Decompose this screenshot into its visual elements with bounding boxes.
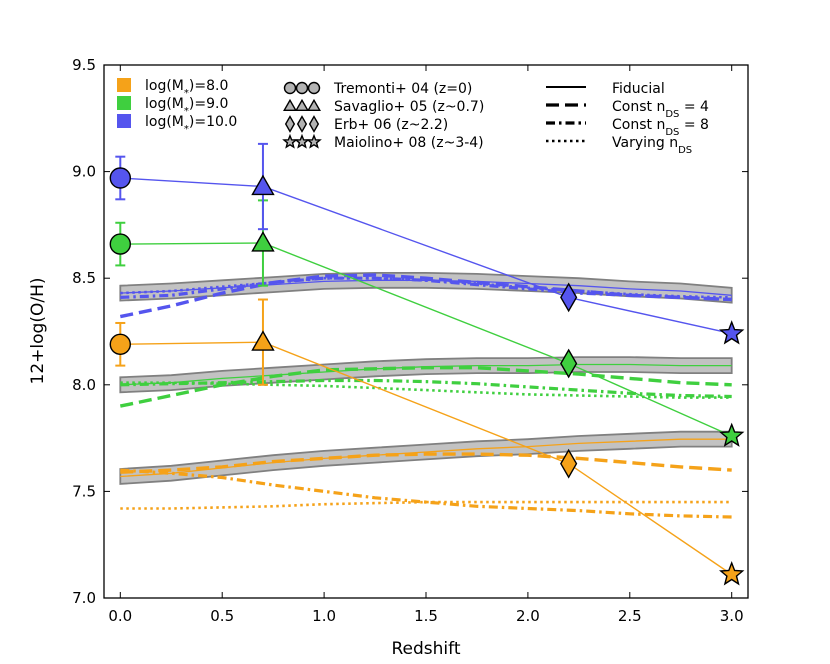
data-point-star-2 (719, 320, 745, 345)
plot-area (109, 142, 745, 586)
legend-label-obs-1: Savaglio+ 05 (z~0.7) (334, 99, 484, 115)
legend-label-model-2-suffix: = 8 (679, 117, 709, 133)
y-tick-label: 7.0 (72, 589, 96, 607)
legend-label-model-3: Varying nDS (612, 135, 692, 156)
legend-label-model-1: Const nDS = 4 (612, 99, 709, 120)
legend-marker-diamond (284, 115, 296, 133)
legend-label-model-3-subscript: DS (678, 145, 692, 156)
legend-label-mass-1-text: log(M (145, 96, 184, 112)
legend-label-model-2-subscript: DS (665, 127, 679, 138)
data-point-triangle-0 (251, 330, 275, 351)
legend-marker-circle (295, 81, 309, 95)
model-line-const4-m9 (119, 366, 732, 408)
data-point-circle-2 (109, 167, 132, 189)
legend-label-model-1-subscript: DS (665, 109, 679, 120)
data-point-diamond-0 (560, 448, 578, 479)
legend-marker-circle (283, 81, 297, 95)
data-point-triangle-2 (251, 174, 275, 196)
legend-marker-circle (307, 81, 321, 95)
legend-label-model-0-text: Fiducial (612, 81, 665, 97)
y-tick-label: 8.0 (72, 376, 96, 394)
legend-label-mass-2-text: log(M (145, 114, 184, 130)
legend-marker-triangle (283, 98, 297, 112)
legend-label-mass-2-suffix: )=10.0 (189, 114, 237, 130)
legend-marker-diamond (308, 115, 320, 133)
legend-label-model-0: Fiducial (612, 81, 665, 97)
x-tick-label: 1.0 (312, 607, 336, 625)
legend-marker-triangle (307, 98, 321, 112)
obs-line-2 (120, 177, 732, 335)
data-point-triangle-1 (251, 231, 275, 252)
x-tick-label: 2.0 (516, 607, 540, 625)
legend-marker-star (282, 133, 298, 149)
y-axis-label: 12+log(O/H) (28, 278, 48, 385)
y-tick-label: 8.5 (72, 269, 96, 287)
legend-label-obs-0: Tremonti+ 04 (z=0) (333, 81, 472, 97)
model-line-const4-m8 (120, 452, 732, 474)
x-axis-label: Redshift (391, 639, 460, 659)
legend-label-mass-2: log(M*)=10.0 (145, 114, 237, 135)
x-tick-label: 0.0 (108, 607, 132, 625)
legend-swatch-mass-1 (117, 96, 131, 110)
legend-label-model-3-text: Varying n (612, 135, 678, 151)
legend-label-mass-0: log(M*)=8.0 (145, 78, 228, 99)
y-tick-label: 9.0 (72, 163, 96, 181)
legend-label-mass-2-subscript: * (184, 124, 189, 135)
legend-marker-star (306, 133, 322, 149)
model-line-const8-m9 (120, 378, 732, 399)
legend-label-mass-1: log(M*)=9.0 (145, 96, 228, 117)
legend-label-mass-1-suffix: )=9.0 (189, 96, 228, 112)
data-point-star-0 (719, 561, 745, 586)
legend-label-obs-2: Erb+ 06 (z~2.2) (334, 117, 448, 133)
legend-label-mass-0-text: log(M (145, 78, 184, 94)
data-point-star-1 (719, 422, 745, 447)
x-tick-label: 0.5 (210, 607, 234, 625)
legend-swatch-mass-0 (117, 78, 131, 92)
legend-label-mass-0-suffix: )=8.0 (189, 78, 228, 94)
legend-label-model-1-suffix: = 4 (679, 99, 709, 115)
legend-marker-triangle (295, 98, 309, 112)
legend-label-mass-1-subscript: * (184, 106, 189, 117)
legend-marker-diamond (296, 115, 308, 133)
legend-label-model-1-text: Const n (612, 99, 665, 115)
data-point-diamond-2 (560, 282, 578, 313)
obs-line-0 (120, 341, 733, 576)
legend-label-obs-3: Maiolino+ 08 (z~3-4) (334, 135, 484, 151)
legend-label-model-2: Const nDS = 8 (612, 117, 709, 138)
x-tick-label: 3.0 (720, 607, 744, 625)
model-line-varying-m10 (120, 276, 732, 299)
model-line-const8-m8 (120, 468, 732, 519)
obs-line-1 (120, 242, 732, 437)
model-band-m8 (119, 430, 733, 485)
x-tick-label: 1.5 (414, 607, 438, 625)
y-tick-label: 7.5 (72, 482, 96, 500)
y-tick-label: 9.5 (72, 56, 96, 74)
legend-label-model-2-text: Const n (612, 117, 665, 133)
legend-label-mass-0-subscript: * (184, 88, 189, 99)
data-point-circle-0 (109, 333, 132, 355)
data-point-diamond-1 (560, 348, 578, 379)
legend: log(M*)=8.0log(M*)=9.0log(M*)=10.0Tremon… (117, 78, 709, 156)
x-tick-label: 2.5 (618, 607, 642, 625)
legend-marker-star (294, 133, 310, 149)
axis-ticks: 0.0 0.5 1.0 1.5 2.0 2.5 3.0 7.0 7.5 8.0 8.5 9.0 9.5 (72, 56, 748, 625)
data-point-circle-1 (109, 233, 132, 255)
legend-swatch-mass-2 (117, 114, 131, 128)
